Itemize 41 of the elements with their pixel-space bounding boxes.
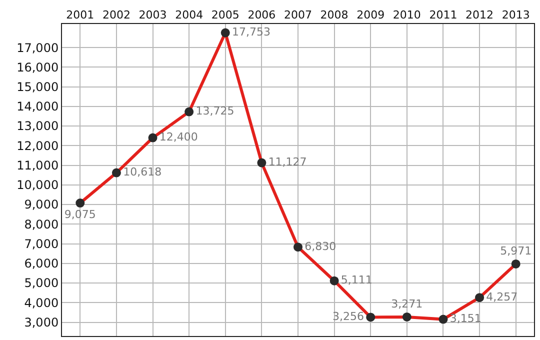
y-tick-label: 5,000 [24, 276, 59, 290]
x-tick-label: 2008 [320, 8, 348, 22]
x-tick-label: 2011 [429, 8, 458, 22]
y-tick-label: 3,000 [24, 315, 59, 330]
data-label: 12,400 [159, 130, 198, 144]
x-tick-label: 2002 [102, 8, 130, 22]
y-tick-label: 9,000 [24, 198, 59, 212]
data-label: 11,127 [268, 156, 307, 169]
y-tick-label: 14,000 [16, 100, 59, 114]
data-label: 5,111 [340, 274, 372, 287]
y-tick-label: 12,000 [16, 138, 59, 153]
data-label: 9,075 [64, 208, 96, 221]
data-label: 6,830 [304, 240, 336, 253]
data-label: 10,618 [123, 166, 162, 179]
y-tick-label: 4,000 [24, 296, 59, 310]
x-tick-label: 2013 [502, 8, 530, 22]
x-tick-label: 2003 [138, 8, 167, 22]
data-label: 17,753 [232, 26, 271, 39]
y-tick-label: 10,000 [16, 178, 59, 192]
y-tick-label: 16,000 [16, 60, 59, 74]
data-label: 3,151 [450, 312, 482, 326]
y-tick-label: 11,000 [16, 158, 59, 172]
data-label: 13,725 [196, 104, 234, 118]
y-tick-label: 7,000 [24, 236, 59, 251]
x-tick-label: 2009 [356, 8, 385, 22]
x-tick-label: 2007 [284, 8, 312, 22]
y-tick-label: 6,000 [24, 256, 59, 271]
y-tick-label: 13,000 [16, 119, 59, 134]
data-label: 3,256 [332, 310, 364, 323]
y-tick-label: 8,000 [24, 217, 59, 232]
data-label: 5,971 [500, 244, 532, 258]
y-tick-label: 15,000 [16, 80, 59, 94]
y-tick-label: 17,000 [16, 40, 59, 55]
x-tick-label: 2005 [211, 8, 240, 22]
x-tick-label: 2006 [248, 8, 276, 22]
x-tick-label: 2004 [175, 8, 204, 22]
x-tick-label: 2012 [466, 8, 494, 22]
x-tick-label: 2010 [392, 8, 421, 22]
data-label: 4,257 [486, 290, 518, 304]
data-label: 3,271 [391, 298, 423, 311]
x-tick-label: 2001 [66, 8, 94, 22]
